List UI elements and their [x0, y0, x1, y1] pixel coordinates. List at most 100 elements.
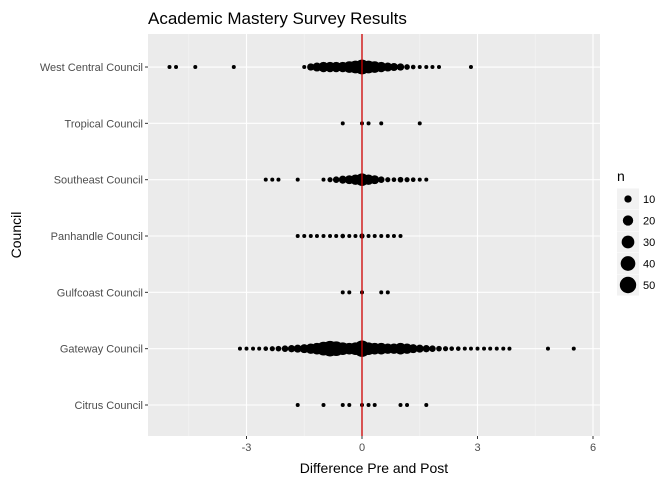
data-point: [429, 345, 436, 352]
y-tick-label: West Central Council: [40, 62, 143, 74]
data-point: [376, 61, 387, 73]
data-point: [404, 64, 410, 70]
data-point: [417, 121, 422, 126]
data-point: [338, 175, 347, 184]
data-point: [405, 403, 410, 407]
data-point: [507, 346, 512, 351]
data-point: [321, 177, 326, 182]
data-point: [370, 175, 380, 185]
data-point: [231, 65, 236, 70]
data-point: [571, 346, 576, 351]
data-point: [340, 403, 345, 407]
data-point: [391, 177, 397, 182]
data-point: [275, 345, 282, 352]
y-tick-label: Panhandle Council: [51, 231, 143, 243]
data-point: [383, 62, 393, 72]
data-point: [422, 345, 430, 353]
grid-minor: [188, 34, 536, 436]
data-point: [340, 233, 346, 239]
legend-label: 10: [643, 194, 655, 206]
data-point: [287, 345, 296, 353]
data-point: [334, 234, 339, 239]
data-point: [295, 234, 300, 239]
legend-label: 40: [643, 259, 655, 271]
data-point: [379, 290, 384, 295]
data-point: [372, 234, 377, 239]
data-point: [410, 64, 416, 70]
data-point: [366, 121, 371, 126]
data-point: [545, 346, 550, 351]
data-point: [424, 177, 429, 182]
data-point: [347, 403, 352, 407]
data-point: [321, 234, 326, 239]
data-point: [494, 346, 499, 351]
data-point: [314, 234, 319, 239]
data-point: [437, 65, 441, 70]
data-point: [385, 234, 390, 239]
legend-key-point: [619, 276, 637, 294]
data-point: [366, 234, 371, 239]
data-point: [347, 290, 352, 295]
data-point: [366, 403, 371, 407]
data-point: [193, 65, 198, 70]
data-point: [398, 234, 403, 239]
data-point: [389, 63, 398, 72]
data-point: [449, 346, 455, 351]
data-point: [340, 121, 345, 126]
data-point: [482, 346, 487, 351]
data-point: [269, 346, 275, 352]
data-point: [302, 234, 307, 239]
data-point: [468, 65, 473, 70]
data-point: [328, 234, 333, 239]
data-point: [257, 346, 262, 351]
data-point: [347, 234, 352, 239]
data-point: [307, 63, 315, 71]
chart-title: Academic Mastery Survey Results: [148, 9, 407, 28]
data-point: [295, 177, 300, 182]
data-point: [488, 346, 493, 351]
x-axis-title: Difference Pre and Post: [300, 460, 448, 476]
data-point: [442, 346, 449, 352]
data-point: [417, 65, 422, 70]
data-point: [462, 346, 467, 351]
legend-title: n: [617, 168, 625, 184]
data-point: [377, 176, 385, 183]
data-point: [332, 176, 340, 183]
data-point: [327, 177, 333, 183]
data-point: [424, 403, 429, 407]
legend-label: 30: [643, 237, 655, 249]
legend-key-point: [621, 235, 635, 249]
legend-key-point: [620, 256, 636, 271]
data-point: [237, 346, 242, 351]
y-tick-label: Southeast Council: [54, 175, 143, 187]
data-point: [408, 344, 418, 354]
data-point: [475, 346, 480, 351]
data-point: [385, 177, 391, 183]
y-tick-label: Tropical Council: [65, 118, 143, 130]
data-point: [308, 234, 313, 239]
legend-label: 20: [643, 216, 655, 228]
data-point: [436, 345, 442, 352]
data-point: [391, 234, 396, 239]
data-point: [281, 345, 289, 352]
y-tick-label: Gulfcoast Council: [57, 287, 143, 299]
data-point: [417, 177, 422, 182]
data-point: [501, 346, 506, 351]
x-tick-label: 3: [474, 442, 480, 454]
x-tick-label: 6: [590, 442, 596, 454]
data-point: [270, 177, 275, 182]
data-point: [174, 65, 179, 70]
data-point: [263, 177, 268, 182]
data-point: [379, 121, 384, 126]
data-point: [398, 403, 403, 407]
size-legend: n 10 20 30 40 50: [617, 168, 655, 296]
y-tick-label: Gateway Council: [60, 344, 143, 356]
y-axis-title: Council: [8, 212, 24, 259]
x-tick-label: 0: [359, 442, 365, 454]
data-point: [167, 65, 172, 70]
data-point: [396, 63, 405, 71]
data-point: [372, 403, 377, 407]
x-tick-label: -3: [242, 442, 252, 454]
data-point: [295, 403, 300, 407]
